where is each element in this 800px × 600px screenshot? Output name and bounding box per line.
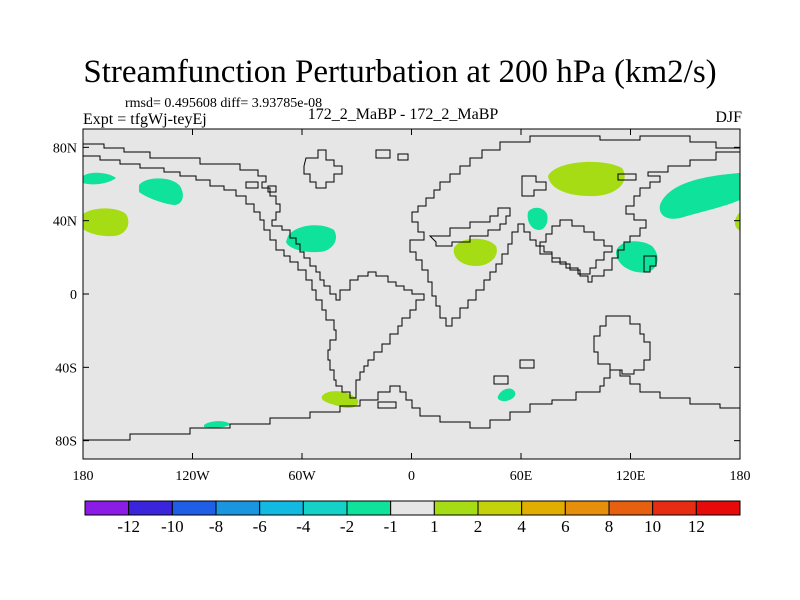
coastline-sub-antarctic (377, 359, 535, 409)
coastline-japan (643, 255, 657, 273)
colorbar-label: 1 (430, 517, 439, 536)
colorbar-label: 6 (561, 517, 570, 536)
colorbar-swatch (302, 500, 348, 516)
colorbar-swatch (433, 500, 479, 516)
y-tick-label: 40S (55, 361, 77, 376)
coastline-asia-east (539, 219, 613, 275)
anomaly-north-pacific-2 (139, 178, 183, 205)
colorbar-swatch (521, 500, 566, 516)
x-tick-label: 60W (288, 469, 316, 484)
colorbar-label: -4 (296, 517, 311, 536)
experiment-label: Expt = tfgWj-teyEj (83, 111, 207, 128)
y-tick-label: 80N (53, 141, 77, 156)
colorbar-swatch (695, 500, 741, 516)
anomaly-eastern-north-america (286, 225, 337, 253)
colorbar-swatch (652, 500, 697, 516)
coastline-antarctica (83, 369, 740, 441)
x-tick-label: 120E (616, 469, 646, 484)
anomaly-southern-ocean (497, 388, 516, 402)
colorbar-label: 4 (517, 517, 526, 536)
anomaly-central-pacific-west (83, 208, 129, 237)
axis-labels: 180 120W 60W 0 60E 120E 180 80N 40N 0 40S 80S (53, 141, 751, 484)
x-tick-label: 0 (408, 469, 415, 484)
x-tick-label: 180 (730, 469, 751, 484)
colorbar-label: 2 (474, 517, 483, 536)
x-tick-label: 60E (510, 469, 533, 484)
colorbar-label: 10 (644, 517, 661, 536)
colorbar-swatch (128, 500, 173, 516)
x-tick-label: 120W (175, 469, 210, 484)
colorbar-swatch (215, 500, 261, 516)
anomaly-western-pacific (616, 241, 658, 273)
anomaly-south-pacific (204, 421, 230, 428)
coastline-mediterranean (428, 207, 511, 247)
coastline-greenland (303, 149, 343, 189)
coastline-eurasia-africa (409, 135, 740, 327)
colorbar: -12 -10 -8 -6 -4 -2 -1 1 2 4 6 8 10 12 (84, 500, 741, 536)
colorbar-swatch (84, 500, 130, 516)
colorbar-label: -12 (117, 517, 140, 536)
anomaly-arabian-sea (527, 207, 548, 230)
coastline-siberia-top (521, 173, 637, 197)
anomaly-south-atlantic (321, 391, 359, 408)
coastline-australia (593, 315, 651, 375)
run-label: 172_2_MaBP - 172_2_MaBP (307, 106, 499, 123)
coastline-arctic-islands (245, 149, 409, 193)
anomaly-siberia (548, 161, 625, 197)
y-tick-label: 0 (70, 288, 77, 303)
x-tick-label: 180 (73, 469, 94, 484)
chart-title: Streamfunction Perturbation at 200 hPa (… (83, 54, 717, 90)
colorbar-label: -6 (253, 517, 267, 536)
anomaly-north-pacific-east (659, 173, 740, 219)
colorbar-swatch (171, 500, 217, 516)
colorbar-label: 8 (605, 517, 614, 536)
colorbar-label: 12 (688, 517, 705, 536)
colorbar-label: -2 (340, 517, 354, 536)
axis-ticks (82, 129, 741, 459)
colorbar-label: -8 (209, 517, 223, 536)
anomaly-central-pacific-east (734, 212, 740, 231)
colorbar-swatch (564, 500, 610, 516)
anomaly-north-africa (453, 238, 497, 266)
colorbar-swatch (477, 500, 523, 516)
colorbar-swatch (346, 500, 392, 516)
colorbar-swatch (608, 500, 654, 516)
colorbar-label: -10 (161, 517, 184, 536)
y-tick-label: 80S (55, 435, 77, 450)
colorbar-swatch (390, 500, 435, 516)
coastline-americas (83, 143, 425, 399)
anomaly-north-pacific-1 (83, 172, 116, 185)
y-tick-label: 40N (53, 215, 77, 230)
colorbar-label: -1 (384, 517, 398, 536)
coastlines (83, 135, 740, 441)
colorbar-swatch (259, 500, 304, 516)
rmsd-diff-stats: rmsd= 0.495608 diff= 3.93785e-08 (125, 96, 323, 111)
season-label: DJF (715, 109, 742, 126)
